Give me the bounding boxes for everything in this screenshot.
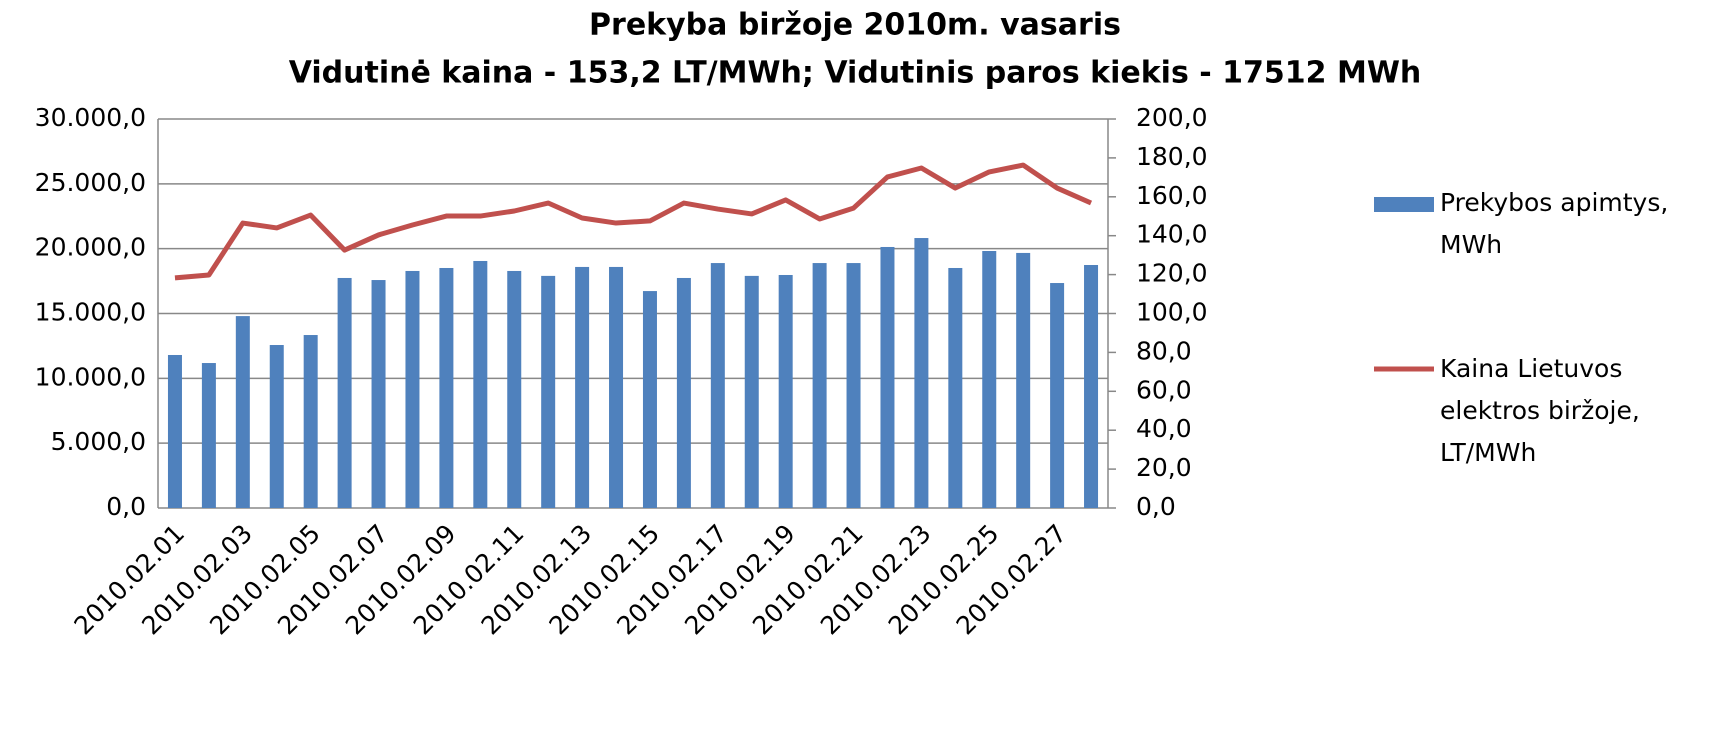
bar xyxy=(473,260,488,508)
bar xyxy=(167,354,182,508)
y-tick-label: 25.000,0 xyxy=(35,168,146,197)
bar xyxy=(880,246,895,508)
bar xyxy=(439,267,454,508)
bar xyxy=(642,291,657,508)
bar xyxy=(269,345,284,508)
y-tick-label: 10.000,0 xyxy=(35,362,146,391)
y2-tick-label: 0,0 xyxy=(1136,492,1176,521)
y2-tick-label: 120,0 xyxy=(1136,259,1208,288)
bar xyxy=(575,266,590,508)
bar xyxy=(710,263,725,508)
bar xyxy=(371,280,386,508)
y2-tick-label: 160,0 xyxy=(1136,181,1208,210)
bar xyxy=(914,238,929,508)
bar xyxy=(812,263,827,508)
chart-title: Prekyba biržoje 2010m. vasaris xyxy=(589,8,1121,43)
bar xyxy=(609,266,624,508)
y-tick-label: 30.000,0 xyxy=(35,103,146,132)
bar xyxy=(778,274,793,508)
bar xyxy=(846,263,861,508)
chart-subtitle: Vidutinė kaina - 153,2 LT/MWh; Vidutinis… xyxy=(289,56,1422,91)
y2-tick-label: 20,0 xyxy=(1136,453,1192,482)
bar xyxy=(982,251,997,508)
bar xyxy=(1050,283,1065,508)
bar xyxy=(303,335,318,508)
line xyxy=(174,162,1093,281)
y-tick-label: 20.000,0 xyxy=(35,233,146,262)
bar xyxy=(676,277,691,508)
legend-label: Kaina Lietuvos elektros biržoje, LT/MWh xyxy=(1440,354,1640,467)
y2-tick-label: 100,0 xyxy=(1136,298,1208,327)
bar xyxy=(201,363,216,508)
y-tick-label: 5.000,0 xyxy=(51,427,146,456)
legend-swatch xyxy=(1374,197,1434,212)
y2-tick-label: 200,0 xyxy=(1136,103,1208,132)
y2-tick-label: 80,0 xyxy=(1136,336,1192,365)
y2-tick-label: 40,0 xyxy=(1136,414,1192,443)
bar xyxy=(948,267,963,508)
y2-tick-label: 60,0 xyxy=(1136,375,1192,404)
y-tick-label: 0,0 xyxy=(106,492,146,521)
bar xyxy=(541,275,556,508)
bar xyxy=(235,316,250,508)
bar xyxy=(507,270,522,508)
legend-label: Prekybos apimtys, MWh xyxy=(1440,188,1669,259)
y-tick-label: 15.000,0 xyxy=(35,298,146,327)
y2-tick-label: 180,0 xyxy=(1136,142,1208,171)
bar xyxy=(337,277,352,508)
bar xyxy=(1016,252,1031,508)
bar xyxy=(1084,265,1099,508)
bar xyxy=(744,275,759,508)
bar xyxy=(405,270,420,508)
y2-tick-label: 140,0 xyxy=(1136,220,1208,249)
